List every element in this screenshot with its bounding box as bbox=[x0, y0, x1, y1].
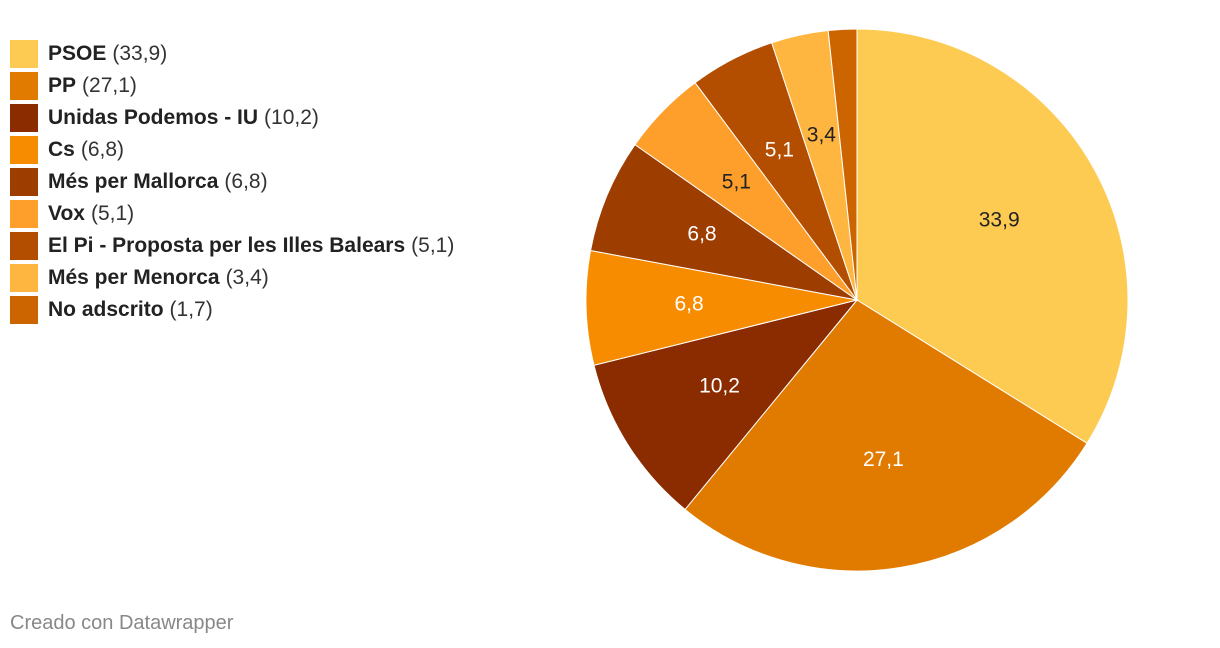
pie-slice bbox=[589, 143, 858, 301]
slice-value-label: 27,1 bbox=[863, 448, 904, 471]
legend-value: (5,1) bbox=[411, 234, 455, 257]
legend-label: No adscrito bbox=[48, 298, 164, 321]
slice-value-label: 3,4 bbox=[807, 123, 837, 146]
legend-item: Vox (5,1) bbox=[10, 198, 454, 230]
legend-swatch bbox=[10, 200, 38, 228]
slice-value-label: 5,1 bbox=[722, 171, 751, 194]
credit-text: Creado con Datawrapper bbox=[10, 612, 234, 634]
slice-value-label: 6,8 bbox=[674, 293, 703, 316]
legend-value: (5,1) bbox=[90, 202, 135, 225]
pie-slice bbox=[585, 249, 858, 366]
legend-label: PSOE bbox=[48, 42, 107, 65]
legend-item: El Pi - Proposta per les Illes Balears (5… bbox=[10, 230, 454, 262]
legend-swatch bbox=[10, 232, 38, 260]
legend-label: Més per Menorca bbox=[48, 266, 220, 289]
pie-slice bbox=[593, 299, 859, 511]
legend-value: (3,4) bbox=[225, 266, 269, 289]
legend-value: (1,7) bbox=[169, 298, 213, 321]
pie-slice bbox=[827, 28, 858, 301]
legend-swatch bbox=[10, 72, 38, 100]
slice-value-label: 10,2 bbox=[699, 374, 740, 397]
pie-slice bbox=[856, 28, 1129, 444]
legend-swatch bbox=[10, 40, 38, 68]
legend-value: (6,8) bbox=[80, 138, 125, 161]
legend-item: Cs (6,8) bbox=[10, 134, 454, 166]
legend-value: (27,1) bbox=[82, 74, 137, 97]
legend-item: PP (27,1) bbox=[10, 70, 454, 102]
legend-value: (6,8) bbox=[224, 170, 268, 193]
legend-swatch bbox=[10, 136, 38, 164]
legend-swatch bbox=[10, 104, 38, 132]
legend-label: Cs bbox=[48, 138, 75, 161]
legend-item: Més per Menorca (3,4) bbox=[10, 262, 454, 294]
legend-item: PSOE (33,9) bbox=[10, 38, 454, 70]
legend-value: (33,9) bbox=[112, 42, 168, 65]
legend-label: Unidas Podemos - IU bbox=[48, 106, 259, 129]
legend-value: (10,2) bbox=[264, 106, 319, 129]
legend-item: Més per Mallorca (6,8) bbox=[10, 166, 454, 198]
legend-item: No adscrito (1,7) bbox=[10, 294, 454, 326]
pie-slice bbox=[684, 299, 1088, 572]
legend-swatch bbox=[10, 296, 38, 324]
legend-swatch bbox=[10, 168, 38, 196]
legend-label: PP bbox=[48, 74, 77, 97]
legend-label: Vox bbox=[48, 202, 85, 225]
legend-label: El Pi - Proposta per les Illes Balears bbox=[48, 234, 406, 257]
slice-value-label: 6,8 bbox=[687, 223, 716, 246]
legend-item: Unidas Podemos - IU (10,2) bbox=[10, 102, 454, 134]
slice-value-label: 33,9 bbox=[979, 209, 1020, 232]
slice-value-label: 5,1 bbox=[765, 139, 794, 162]
legend-swatch bbox=[10, 264, 38, 292]
chart-legend: PSOE (33,9) PP (27,1) Unidas Podemos - IU (10… bbox=[10, 38, 454, 326]
legend-label: Més per Mallorca bbox=[48, 170, 219, 193]
